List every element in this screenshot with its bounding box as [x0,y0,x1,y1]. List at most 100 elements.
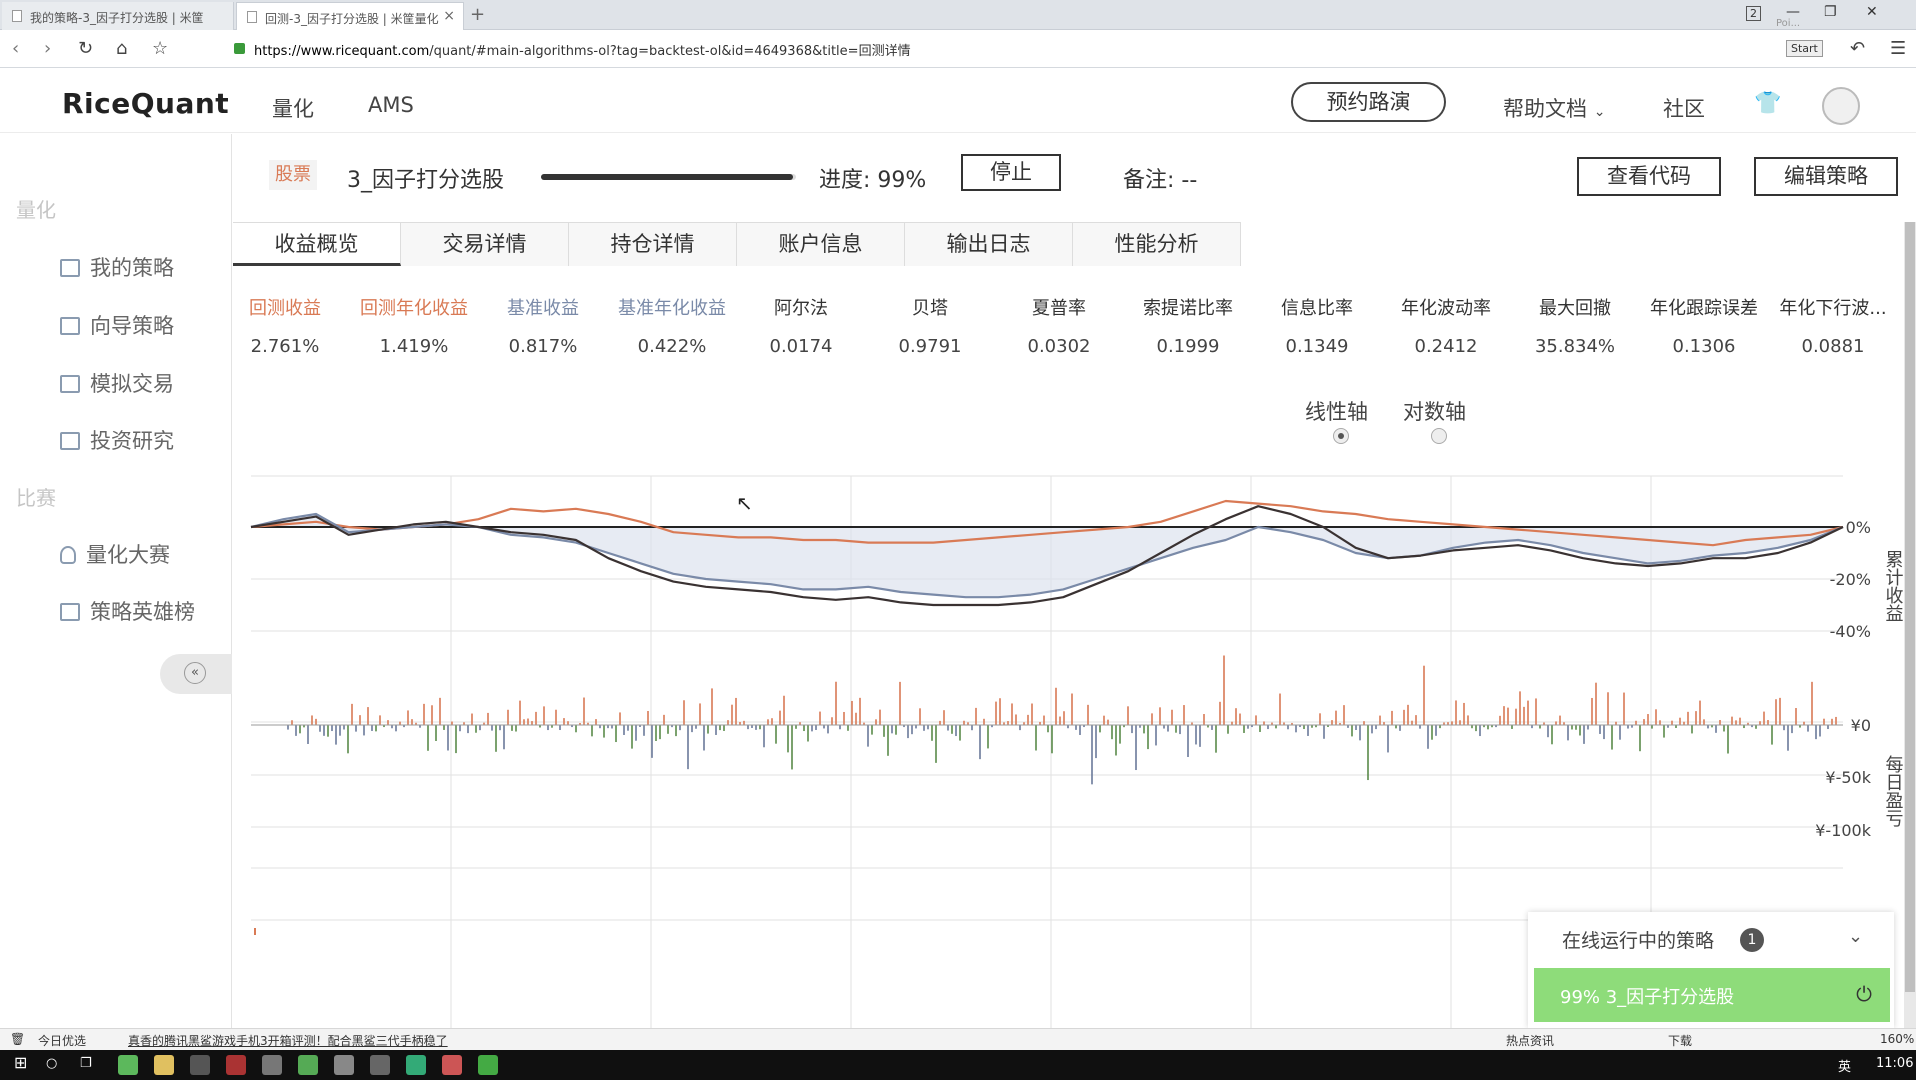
nav-quant[interactable]: 量化 [272,97,314,121]
sidebar-item-research[interactable]: 投资研究 [60,425,174,455]
sidebar-item-paper-trading[interactable]: 模拟交易 [60,368,174,398]
ricequant-logo[interactable]: RiceQuant [62,87,230,120]
backtest-charts: 0% -20% -40% ¥0 ¥-50k ¥-100k 累计收益 每日盈亏 [250,475,1903,1030]
running-strategy-item[interactable]: 99% 3_因子打分选股 ⏻ [1534,968,1890,1022]
metric-label: 索提诺比率 [1143,298,1233,319]
log-axis-radio[interactable] [1431,428,1447,444]
linear-axis-radio[interactable] [1333,428,1349,444]
tab-performance[interactable]: 性能分析 [1073,223,1241,266]
sidebar-item-leaderboard[interactable]: 策略英雄榜 [60,596,195,626]
running-strategies-panel: 在线运行中的策略 1 ⌄ 99% 3_因子打分选股 ⏻ [1528,912,1894,1028]
app-icon[interactable] [406,1055,426,1075]
bar-chart-icon [60,603,80,621]
metric-value: 0.1306 [1672,336,1736,357]
app-icon[interactable] [334,1055,354,1075]
browser-app-icon[interactable] [118,1055,138,1075]
monitor-icon [60,375,80,393]
sidebar-item-label: 模拟交易 [90,372,174,396]
back-icon[interactable]: ‹ [12,38,20,59]
metric-label: 回测收益 [249,298,321,319]
windows-taskbar: ⊞ ○ ❐ 英 11:06 [0,1050,1916,1080]
app-icon[interactable] [442,1055,462,1075]
metric-value: 1.419% [379,336,449,357]
collapse-sidebar-button[interactable]: « [160,654,232,694]
sidebar-item-guided-strategies[interactable]: 向导策略 [60,310,174,340]
metric-item: 基准收益 0.817% [479,294,607,357]
explorer-app-icon[interactable] [154,1055,174,1075]
metric-label: 年化下行波... [1779,298,1887,319]
browser-tab-strategy[interactable]: 我的策略-3_因子打分选股 | 米筐 [2,2,234,30]
app-icon[interactable] [478,1055,498,1075]
forward-icon[interactable]: › [44,38,52,59]
shirt-icon[interactable]: 👕 [1754,91,1782,116]
app-icon[interactable] [370,1055,390,1075]
metric-value: 0.817% [508,336,578,357]
new-tab-icon[interactable]: + [470,4,486,25]
app-icon[interactable] [298,1055,318,1075]
menu-icon[interactable]: ☰ [1890,38,1907,59]
app-icon[interactable] [262,1055,282,1075]
chevron-down-icon[interactable]: ⌄ [1848,926,1864,947]
y-tick-label: ¥-50k [1825,768,1871,787]
maximize-icon[interactable]: ❐ [1824,4,1837,20]
scrollbar-thumb[interactable] [1905,222,1915,992]
sidebar-item-contest[interactable]: 量化大赛 [60,539,170,569]
browser-tab-backtest[interactable]: 回测-3_因子打分选股 | 米筐量化 × [236,2,464,30]
clock: 11:06 [1876,1056,1914,1071]
home-icon[interactable]: ⌂ [116,38,128,59]
vertical-scrollbar[interactable] [1904,222,1916,1028]
today-picks-link[interactable]: 今日优选 [38,1034,87,1048]
close-tab-icon[interactable]: × [443,8,455,24]
metric-label: 回测年化收益 [360,298,468,319]
minimize-icon[interactable]: — [1786,4,1800,20]
reload-icon[interactable]: ↻ [78,38,94,59]
metric-item: 基准年化收益 0.422% [608,294,736,357]
metric-item: 最大回撤 35.834% [1511,294,1639,357]
y-tick-label: -20% [1830,570,1871,589]
tab-trade-details[interactable]: 交易详情 [401,223,569,266]
result-tabs: 收益概览 交易详情 持仓详情 账户信息 输出日志 性能分析 [233,222,1241,266]
metric-value: 0.422% [637,336,707,357]
news-link[interactable]: 真香的腾讯黑鲨游戏手机3开箱评测！配合黑鲨三代手柄稳了 [128,1034,448,1048]
y-tick-label: ¥0 [1851,716,1871,735]
nav-ams[interactable]: AMS [368,93,414,117]
help-docs-menu[interactable]: 帮助文档 ⌄ [1503,93,1605,123]
benchmark-area [251,514,1843,598]
url-field[interactable]: https://www.ricequant.com/quant/#main-al… [254,44,911,59]
sidebar: 量化 我的策略 向导策略 模拟交易 投资研究 比赛 量化大赛 策略英雄榜 « [0,134,232,1028]
undo-icon[interactable]: ↶ [1850,38,1866,59]
metric-item: 年化跟踪误差 0.1306 [1640,294,1768,357]
metric-item: 贝塔 0.9791 [866,294,994,357]
community-link[interactable]: 社区 [1663,97,1705,121]
search-icon[interactable]: ○ [46,1056,58,1071]
close-window-icon[interactable]: ✕ [1866,4,1878,20]
metric-label: 年化波动率 [1401,298,1491,319]
start-button[interactable]: Start [1786,40,1823,57]
windows-start-icon[interactable]: ⊞ [14,1053,28,1072]
download-link[interactable]: 下载 [1668,1034,1693,1048]
power-icon[interactable]: ⏻ [1856,982,1872,1006]
bookmark-star-icon[interactable]: ☆ [152,38,169,59]
zoom-level[interactable]: 160% [1880,1032,1915,1046]
metric-value: 0.1349 [1285,336,1349,357]
hot-news-link[interactable]: 热点资讯 [1506,1034,1555,1048]
tab-count-badge[interactable]: 2 [1746,6,1761,21]
tab-output-log[interactable]: 输出日志 [905,223,1073,266]
view-code-button[interactable]: 查看代码 [1577,157,1721,196]
book-demo-button[interactable]: 预约路演 [1291,82,1446,122]
edit-strategy-button[interactable]: 编辑策略 [1754,157,1898,196]
stop-button[interactable]: 停止 [961,154,1061,191]
tab-account-info[interactable]: 账户信息 [737,223,905,266]
ime-indicator[interactable]: 英 [1838,1060,1852,1075]
metric-label: 阿尔法 [774,298,828,319]
sidebar-item-my-strategies[interactable]: 我的策略 [60,252,174,282]
avatar[interactable] [1822,87,1860,125]
lock-icon [234,43,245,54]
app-icon[interactable] [226,1055,246,1075]
metric-item: 回测年化收益 1.419% [350,294,478,357]
app-icon[interactable] [190,1055,210,1075]
tab-position-details[interactable]: 持仓详情 [569,223,737,266]
tab-return-overview[interactable]: 收益概览 [233,223,401,266]
task-view-icon[interactable]: ❐ [80,1056,92,1071]
trash-icon[interactable]: 🗑 [10,1032,26,1046]
